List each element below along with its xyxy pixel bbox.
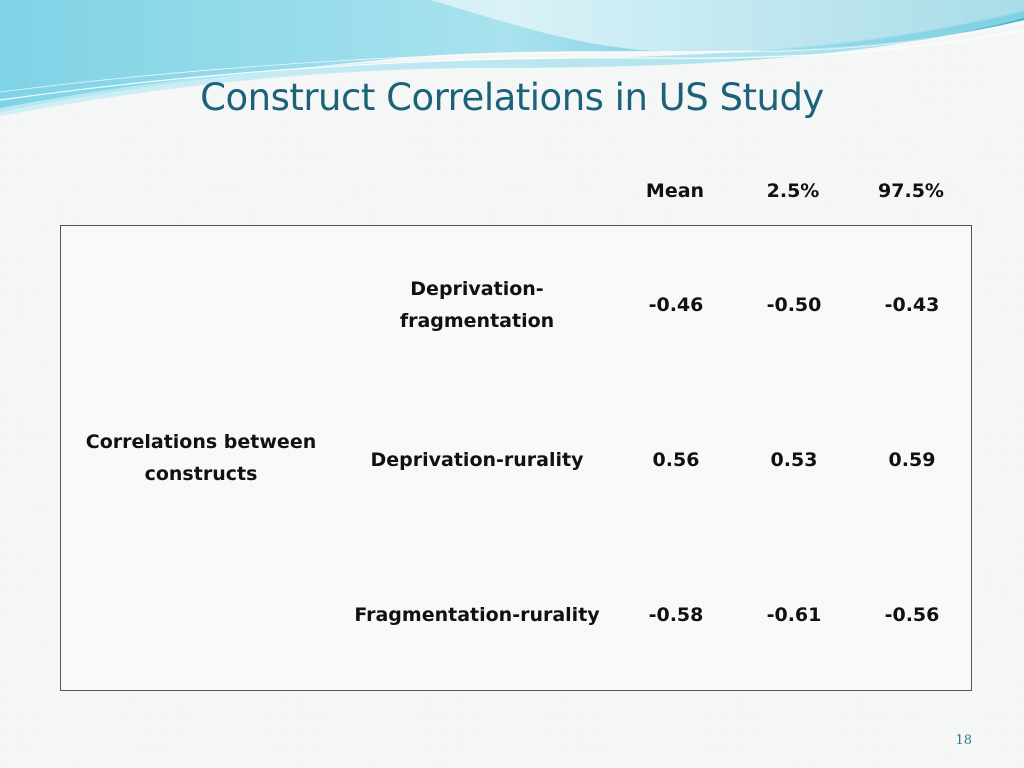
row-1-upper: -0.43 — [884, 294, 940, 316]
correlation-table: Correlations between constructs Deprivat… — [60, 225, 972, 691]
row-1-lower: -0.50 — [766, 294, 822, 316]
slide-title: Construct Correlations in US Study — [200, 76, 824, 119]
row-3-mean: -0.58 — [648, 604, 704, 626]
row-2-lower: 0.53 — [770, 449, 818, 471]
row-3-upper: -0.56 — [884, 604, 940, 626]
row-label-fragmentation-rurality: Fragmentation-rurality — [354, 604, 600, 626]
row-3-lower: -0.61 — [766, 604, 822, 626]
column-header-2-5-percent: 2.5% — [766, 180, 820, 202]
row-2-mean: 0.56 — [652, 449, 700, 471]
header-wave-decoration — [0, 0, 1024, 116]
row-label-deprivation-rurality: Deprivation-rurality — [370, 449, 584, 471]
page-number: 18 — [955, 733, 972, 748]
column-header-mean: Mean — [645, 180, 705, 202]
group-label: Correlations between constructs — [85, 431, 317, 485]
row-2-upper: 0.59 — [888, 449, 936, 471]
row-1-mean: -0.46 — [648, 294, 704, 316]
row-label-deprivation-fragmentation: Deprivation-fragmentation — [399, 278, 555, 332]
column-header-97-5-percent: 97.5% — [878, 180, 944, 202]
